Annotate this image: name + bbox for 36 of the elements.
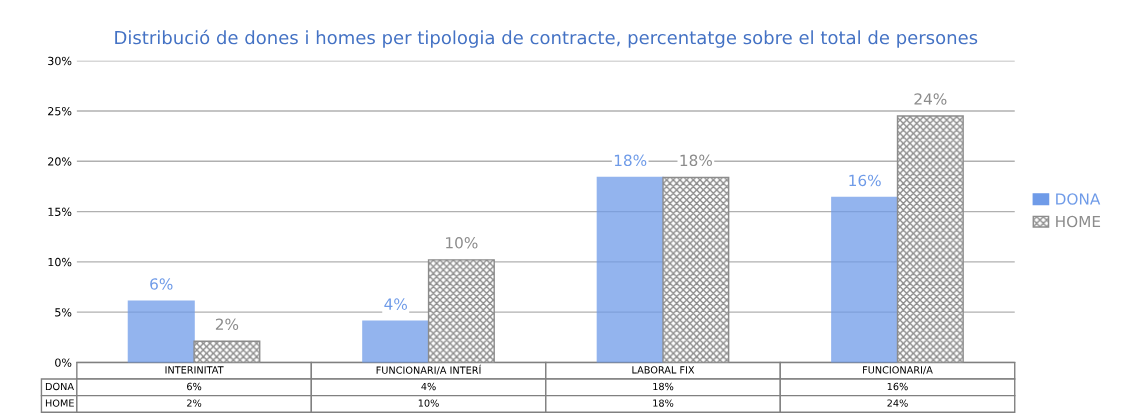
y-tick-label: 5% xyxy=(55,308,72,317)
text: 10% xyxy=(446,237,478,249)
bar xyxy=(596,176,664,363)
data-label: 16% xyxy=(887,382,908,391)
y-tick-label: 20% xyxy=(48,157,72,166)
data-label: 24% xyxy=(887,399,908,407)
y-tick-label: 30% xyxy=(48,56,72,66)
text: 18% xyxy=(680,154,712,167)
data-label: 10% xyxy=(418,399,439,407)
data-label: 18% xyxy=(653,399,674,407)
text: 2% xyxy=(215,318,239,331)
data-label: 6% xyxy=(187,382,202,391)
text: 24% xyxy=(914,93,947,105)
x-tick-label: INTERINITAT xyxy=(165,366,224,374)
text: 18% xyxy=(614,154,647,167)
bar xyxy=(362,320,430,363)
data-label: 4% xyxy=(421,382,436,391)
y-tick-label: 0% xyxy=(55,358,72,367)
text: 16% xyxy=(849,174,881,187)
x-tick-label: FUNCIONARI/A xyxy=(863,366,933,375)
bar xyxy=(127,300,195,363)
y-tick-label: 10% xyxy=(48,257,72,267)
text: 4% xyxy=(384,298,407,310)
data-label: 18% xyxy=(653,382,674,391)
x-tick-label: FUNCIONARI/A INTERÍ xyxy=(376,364,482,375)
legend-label: HOME xyxy=(1056,215,1101,228)
legend-label: DONA xyxy=(1056,193,1101,205)
text: HOME xyxy=(45,399,74,407)
bar xyxy=(831,196,899,363)
x-tick-label: LABORAL FIX xyxy=(632,366,695,374)
y-tick-label: 15% xyxy=(48,207,72,216)
chart-title: Distribució de dones i homes per tipologia de contracte, percentatge sobre el total de persones xyxy=(115,29,978,48)
y-tick-label: 25% xyxy=(48,107,72,116)
data-label: 2% xyxy=(187,399,202,407)
text: DONA xyxy=(45,382,74,391)
text: 6% xyxy=(150,278,173,290)
